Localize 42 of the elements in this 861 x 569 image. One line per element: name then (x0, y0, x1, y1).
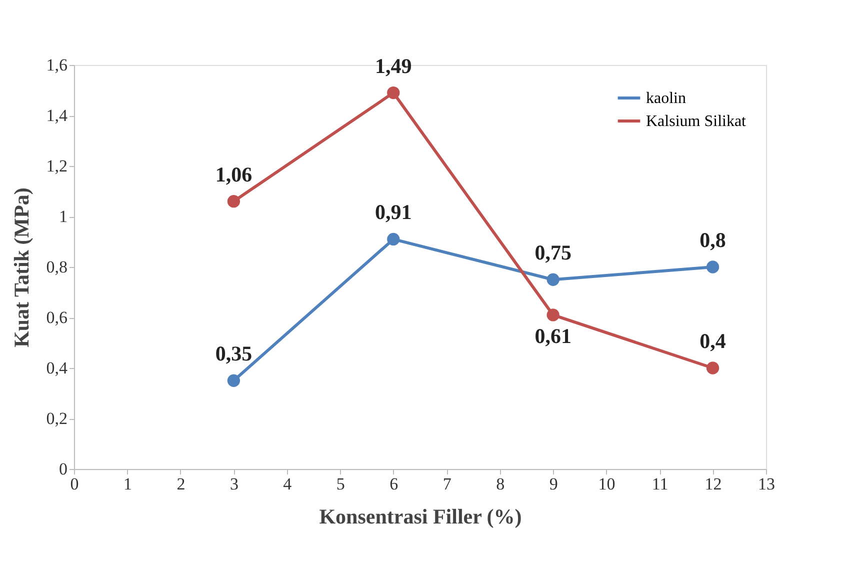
x-tick-label: 10 (598, 474, 616, 494)
data-label: 0,75 (534, 240, 572, 265)
data-label: 1,06 (215, 162, 252, 186)
point (706, 362, 720, 374)
data-label: 1,49 (375, 54, 412, 78)
point (387, 232, 400, 246)
x-tick-label: 11 (652, 474, 668, 494)
y-tick-label: 0 (59, 460, 68, 478)
x-tick-label: 9 (549, 474, 558, 494)
point (387, 86, 400, 100)
x-tick-label: 6 (390, 474, 398, 494)
x-tick-label: 5 (336, 474, 345, 494)
point (227, 195, 240, 208)
y-tick-label: 0,2 (46, 409, 68, 428)
legend-label: Kalsium Silikat (646, 113, 747, 130)
data-label: 0,8 (700, 228, 726, 252)
y-tick-label: 1,4 (46, 106, 68, 125)
x-tick-label: 2 (176, 474, 186, 494)
x-tick-label: 8 (496, 474, 505, 494)
point (706, 260, 720, 274)
y-tick-label: 0,8 (46, 258, 68, 276)
x-tick-label: 4 (283, 474, 292, 494)
data-label: 0,61 (534, 324, 572, 348)
data-label: 0,35 (215, 342, 252, 366)
point (227, 374, 240, 387)
point (546, 273, 560, 286)
y-tick-label: 1,2 (46, 156, 68, 176)
data-label: 0,4 (700, 329, 726, 353)
y-tick-label: 1,6 (46, 56, 68, 74)
x-tick-label: 13 (758, 474, 775, 494)
x-tick-label: 3 (230, 474, 238, 494)
x-tick-label: 7 (442, 474, 452, 494)
y-axis-title: Kuat Tatik (MPa) (9, 188, 34, 348)
y-tick-label: 0,4 (46, 358, 68, 378)
y-tick-label: 1 (59, 207, 68, 226)
legend-label: kaolin (646, 90, 686, 107)
x-tick-label: 1 (123, 474, 132, 494)
y-tick-label: 0,6 (46, 308, 68, 327)
x-axis-title: Konsentrasi Filler (%) (319, 504, 522, 528)
data-label: 0,91 (375, 200, 412, 224)
point (546, 308, 560, 322)
x-tick-label: 12 (704, 474, 722, 494)
